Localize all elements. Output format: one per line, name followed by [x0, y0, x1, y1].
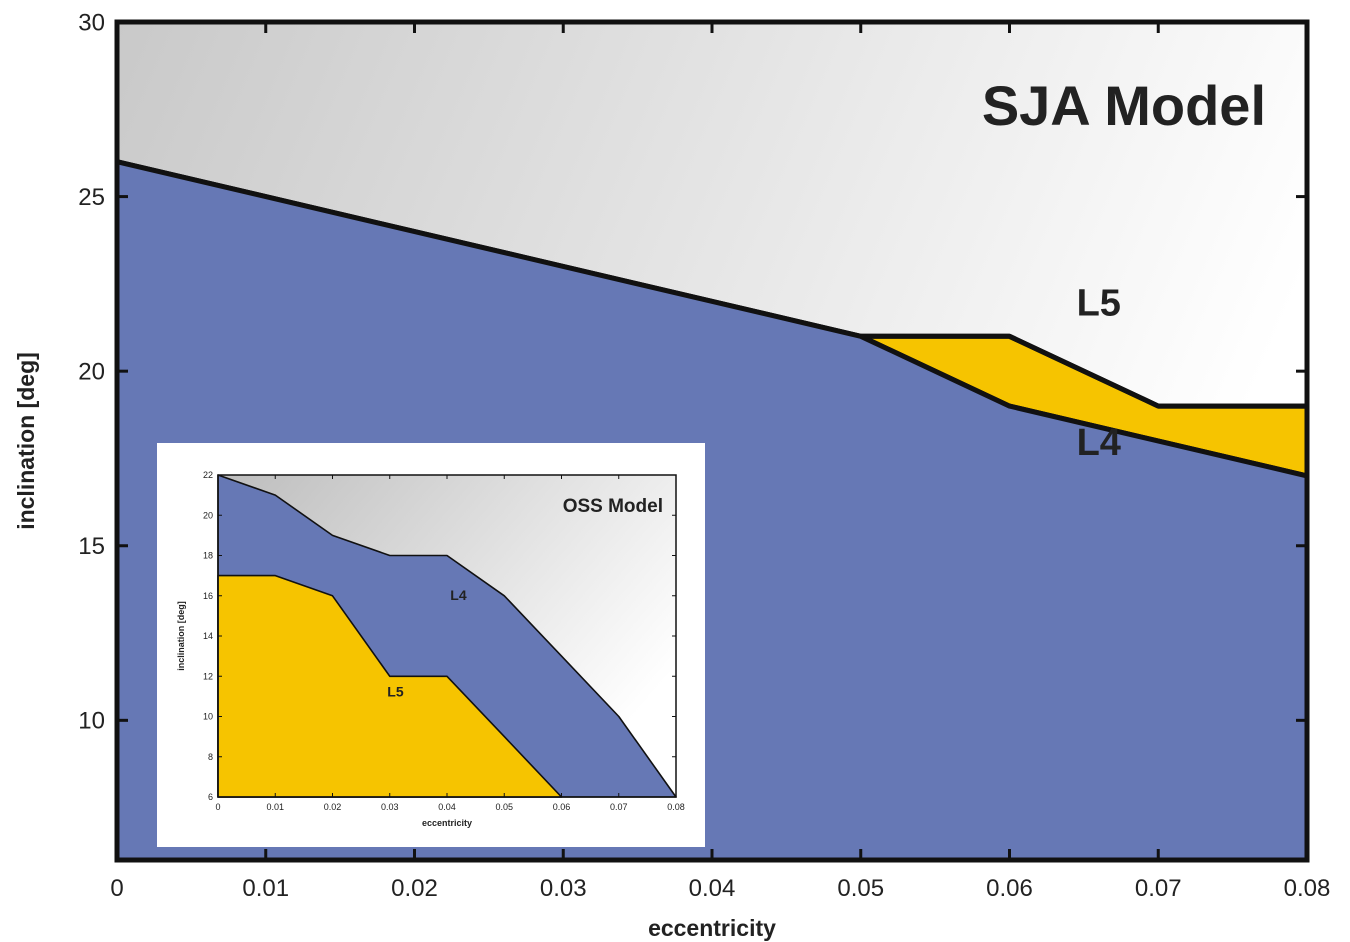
main-y-axis-label: inclination [deg] — [13, 352, 39, 530]
inset-x-tick-label: 0.06 — [553, 802, 571, 812]
inset-y-tick-label: 20 — [203, 510, 213, 520]
inset-x-tick-label: 0.03 — [381, 802, 399, 812]
inset-x-tick-label: 0.05 — [495, 802, 513, 812]
main-x-tick-label: 0.05 — [837, 875, 884, 902]
inset-x-axis-label: eccentricity — [422, 818, 472, 828]
inset-x-tick-label: 0.08 — [667, 802, 685, 812]
inset-chart-title: OSS Model — [563, 496, 663, 517]
main-y-tick-label: 30 — [78, 9, 105, 36]
inset-y-tick-label: 16 — [203, 591, 213, 601]
main-region-label-l5: L5 — [1077, 282, 1121, 324]
main-x-tick-label: 0.06 — [986, 875, 1033, 902]
main-y-tick-label: 15 — [78, 533, 105, 560]
main-x-tick-label: 0.03 — [540, 875, 587, 902]
main-x-tick-label: 0.02 — [391, 875, 438, 902]
inset-y-tick-label: 18 — [203, 551, 213, 561]
inset-y-tick-label: 10 — [203, 712, 213, 722]
inset-x-tick-label: 0.04 — [438, 802, 456, 812]
inset-plot: 0 0.01 0.02 0.03 0.04 0.05 0.06 0.07 0.08 6 8 10 12 1… — [157, 443, 705, 847]
main-region-label-l4: L4 — [1077, 422, 1121, 464]
main-series-l4-boundary — [116, 159, 1308, 479]
inset-x-tick-label: 0.07 — [610, 802, 628, 812]
inset-x-tick-label: 0 — [215, 802, 220, 812]
main-y-tick-label: 20 — [78, 359, 105, 386]
main-chart-title: SJA Model — [982, 74, 1266, 137]
inset-y-tick-label: 14 — [203, 631, 213, 641]
inset-y-axis-label: inclination [deg] — [176, 601, 186, 671]
inset-y-tick-label: 12 — [203, 671, 213, 681]
main-x-tick-label: 0.04 — [689, 875, 736, 902]
inset-x-tick-label: 0.01 — [266, 802, 284, 812]
inset-x-tick-label: 0.02 — [324, 802, 342, 812]
main-y-tick-label: 25 — [78, 184, 105, 211]
main-x-tick-label: 0.08 — [1284, 875, 1331, 902]
inset-y-tick-label: 6 — [208, 792, 213, 802]
main-x-axis-label: eccentricity — [648, 915, 776, 941]
main-x-tick-label: 0.01 — [242, 875, 289, 902]
main-series-l5-boundary — [860, 333, 1307, 409]
main-x-tick-label: 0 — [110, 875, 123, 902]
main-x-tick-label: 0.07 — [1135, 875, 1182, 902]
inset-region-label-l4: L4 — [450, 587, 467, 603]
inset-region-label-l5: L5 — [387, 683, 404, 699]
inset-y-tick-label: 22 — [203, 470, 213, 480]
main-y-tick-label: 10 — [78, 708, 105, 735]
inset-y-tick-label: 8 — [208, 752, 213, 762]
